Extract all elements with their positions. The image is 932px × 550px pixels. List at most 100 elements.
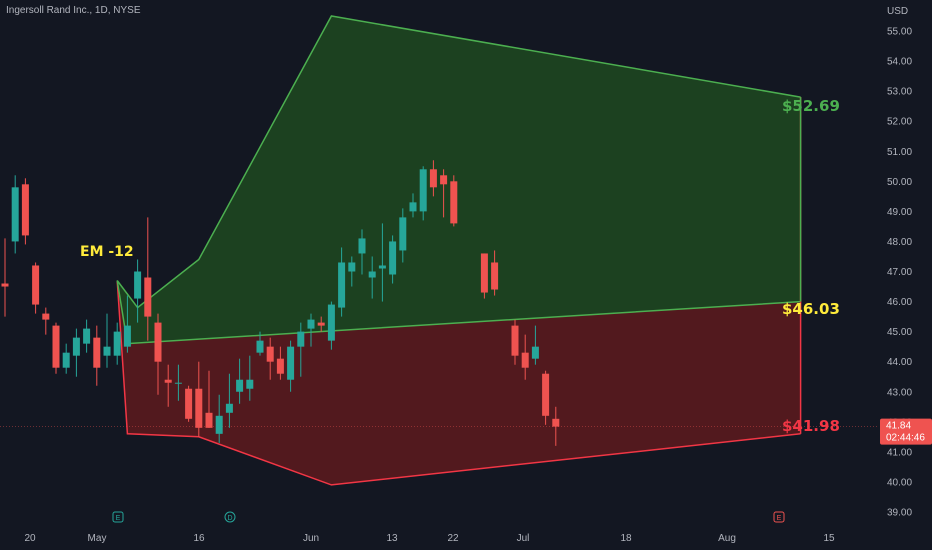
candle-body bbox=[195, 388, 203, 428]
candle bbox=[246, 355, 254, 401]
candles bbox=[1, 160, 560, 446]
y-tick-label: 51.00 bbox=[887, 147, 912, 158]
mid-target-label: $46.03 bbox=[782, 300, 840, 318]
candle bbox=[52, 322, 60, 374]
candle-body bbox=[552, 418, 560, 427]
candle bbox=[521, 334, 529, 380]
earnings-icon bbox=[112, 511, 124, 523]
lower-zone-fill bbox=[117, 280, 801, 485]
candle-body bbox=[317, 322, 325, 326]
candle bbox=[511, 319, 519, 365]
candle bbox=[62, 343, 70, 374]
candle bbox=[348, 256, 356, 287]
event-marker: D bbox=[224, 511, 236, 523]
x-tick-label: 15 bbox=[823, 533, 835, 544]
candle bbox=[358, 229, 366, 275]
candle-body bbox=[154, 322, 162, 362]
y-tick-label: 48.00 bbox=[887, 237, 912, 248]
candle bbox=[542, 370, 550, 425]
candle bbox=[83, 319, 91, 353]
candle bbox=[195, 361, 203, 437]
candle bbox=[317, 316, 325, 332]
event-glyph: E bbox=[777, 515, 782, 522]
candle-body bbox=[134, 271, 142, 299]
candle bbox=[215, 394, 223, 443]
candle bbox=[307, 313, 315, 347]
candle bbox=[368, 256, 376, 299]
y-tick-label: 47.00 bbox=[887, 267, 912, 278]
y-tick-label: 41.00 bbox=[887, 447, 912, 458]
candle-body bbox=[52, 325, 60, 368]
ticker-title: Ingersoll Rand Inc., 1D, NYSE bbox=[6, 5, 141, 16]
candle bbox=[123, 295, 131, 353]
candle bbox=[440, 169, 448, 218]
candle-body bbox=[205, 412, 213, 428]
candle-body bbox=[1, 283, 9, 287]
candle-body bbox=[450, 181, 458, 224]
candle-body bbox=[185, 388, 193, 419]
candle-body bbox=[419, 169, 427, 212]
candle-body bbox=[511, 325, 519, 356]
candle bbox=[429, 160, 437, 197]
candle-body bbox=[521, 352, 529, 368]
candle-body bbox=[440, 175, 448, 185]
candle-body bbox=[246, 379, 254, 389]
y-tick-label: 55.00 bbox=[887, 27, 912, 38]
event-glyph: D bbox=[227, 515, 232, 522]
candle bbox=[338, 247, 346, 317]
x-tick-label: 13 bbox=[386, 533, 398, 544]
candle-body bbox=[144, 277, 152, 317]
event-marker: E bbox=[773, 511, 785, 523]
upper-target-label: $52.69 bbox=[782, 97, 840, 115]
candle-body bbox=[531, 346, 539, 359]
candle bbox=[93, 325, 101, 386]
x-tick-label: May bbox=[88, 533, 107, 544]
expected-move-zones bbox=[116, 15, 802, 486]
earnings-icon bbox=[773, 511, 785, 523]
candle bbox=[266, 337, 274, 380]
candle bbox=[144, 217, 152, 341]
candle bbox=[491, 250, 499, 296]
y-tick-label: 54.00 bbox=[887, 57, 912, 68]
upper-zone-fill bbox=[117, 16, 801, 344]
event-glyph: E bbox=[116, 515, 121, 522]
candle bbox=[276, 346, 284, 380]
candle-body bbox=[276, 358, 284, 374]
candle bbox=[11, 175, 19, 254]
candle bbox=[72, 328, 80, 377]
candle-body bbox=[409, 202, 417, 212]
upper-zone-line bbox=[116, 15, 801, 309]
x-tick-label: 20 bbox=[24, 533, 36, 544]
y-tick-label: 43.00 bbox=[887, 387, 912, 398]
candle-body bbox=[348, 262, 356, 272]
candle-body bbox=[480, 253, 488, 293]
candle-body bbox=[123, 325, 131, 347]
y-tick-label: 52.00 bbox=[887, 117, 912, 128]
dividend-icon bbox=[224, 511, 236, 523]
candle bbox=[113, 322, 121, 365]
candle-body bbox=[32, 265, 40, 305]
candle-body bbox=[42, 313, 50, 320]
candle-body bbox=[429, 169, 437, 188]
candle-body bbox=[83, 328, 91, 344]
candle-body bbox=[236, 379, 244, 392]
currency-label: USD bbox=[887, 6, 908, 17]
x-tick-label: 22 bbox=[447, 533, 459, 544]
candle bbox=[236, 358, 244, 404]
candle-body bbox=[378, 265, 386, 269]
candle bbox=[409, 193, 417, 218]
candle-body bbox=[338, 262, 346, 308]
candle bbox=[205, 370, 213, 428]
candle-body bbox=[113, 331, 121, 356]
candle bbox=[287, 340, 295, 392]
candle bbox=[1, 238, 9, 317]
candle-body bbox=[297, 331, 305, 347]
candle bbox=[103, 313, 111, 368]
zone-labels: EM -12 $52.69 $46.03 $41.98 bbox=[80, 97, 840, 435]
candle-body bbox=[389, 241, 397, 275]
candle-body bbox=[11, 187, 19, 242]
candle-body bbox=[368, 271, 376, 278]
candle bbox=[164, 364, 172, 407]
